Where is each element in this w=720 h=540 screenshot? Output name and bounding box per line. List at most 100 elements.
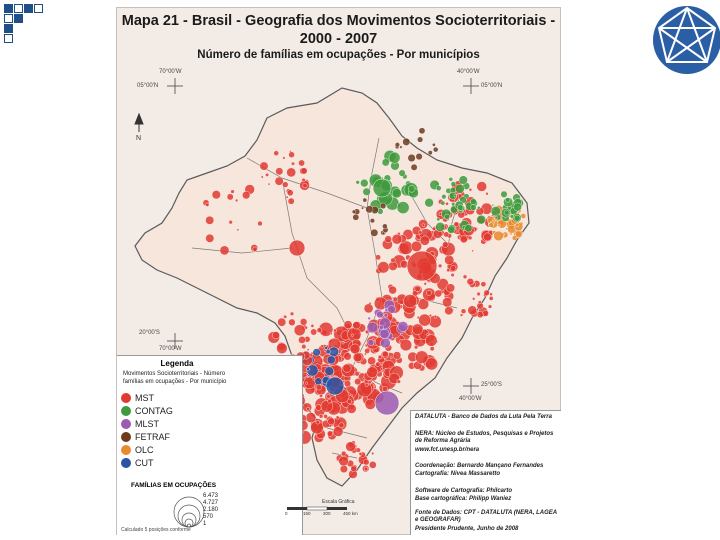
occupation-circle-mst [418, 230, 423, 235]
occupation-circle-fetraf [407, 153, 416, 162]
occupation-circle-mst [367, 380, 372, 385]
occupation-circle-mst [392, 351, 402, 360]
legend-label: CONTAG [135, 406, 173, 416]
occupation-circle-fetraf [351, 209, 357, 214]
families-title: FAMÍLIAS EM OCUPAÇÕES [131, 482, 217, 489]
occupation-circle-fetraf [433, 146, 439, 153]
occupation-circle-contag [381, 158, 390, 167]
occupation-circle-contag [509, 214, 515, 219]
occupation-circle-mst [377, 261, 390, 274]
coord-label: 70°00'W [159, 346, 182, 352]
legend-swatch [121, 393, 131, 403]
occupation-circle-mst [242, 191, 251, 200]
occupation-circle-mst [428, 314, 433, 318]
occupation-circle-mlst [397, 321, 409, 332]
occupation-circle-mst [425, 357, 438, 371]
occupation-circle-mst [467, 235, 473, 241]
occupation-circle-contag [458, 175, 468, 185]
occupation-circle-mst [259, 161, 269, 171]
occupation-circle-mlst [379, 328, 390, 339]
occupation-circle-mst [285, 195, 289, 199]
credit-nera: NERA: Núcleo de Estudos, Pesquisas e Pro… [415, 431, 559, 446]
coord-label: 70°00'W [159, 69, 182, 75]
occupation-circle-mst [333, 328, 337, 333]
occupation-circle-mst [390, 356, 393, 359]
occupation-circle-mst [446, 283, 456, 293]
occupation-circle-mst [354, 378, 362, 386]
occupation-circle-mst [434, 289, 443, 298]
coord-label: 40°00'W [459, 396, 482, 402]
credit-coordination-text: Coordenação: Bernardo Mançano Fernandes [415, 463, 544, 469]
occupation-circle-mst [467, 305, 478, 316]
occupation-circle-contag [450, 181, 457, 187]
family-size-label: 570 [203, 514, 214, 520]
family-size-label: 4.727 [203, 500, 219, 506]
occupation-circle-mlst [367, 316, 371, 320]
credit-dataluta-text: DATALUTA - Banco de Dados da Luta Pela T… [415, 414, 552, 420]
occupation-circle-mst [289, 311, 295, 316]
occupation-circle-mst [415, 350, 429, 364]
occupation-circle-contag [362, 187, 371, 196]
occupation-circle-mst [476, 291, 481, 297]
occupation-circle-mst [414, 285, 421, 292]
occupation-circle-cut [325, 349, 331, 354]
occupation-circle-mst [286, 167, 296, 178]
occupation-circle-mst [414, 345, 419, 350]
occupation-circle-mst [329, 332, 333, 335]
graticule-crosshairs [167, 78, 479, 394]
occupation-circle-mst [257, 220, 263, 227]
occupation-circle-mst [382, 350, 389, 358]
occupation-circle-mst [399, 338, 413, 352]
occupation-circle-mst [433, 315, 438, 319]
coord-label: 05°00'N [481, 83, 503, 89]
occupation-circle-mst [446, 268, 451, 273]
occupation-circle-contag [513, 202, 522, 212]
occupation-circle-mst [483, 289, 490, 296]
occupation-circle-contag [455, 183, 465, 194]
occupation-circle-mst [462, 274, 468, 279]
occupation-circle-mst [319, 393, 323, 398]
occupation-circle-mlst [387, 305, 396, 314]
occupation-circle-mst [346, 398, 353, 405]
occupation-circle-mst [453, 221, 459, 227]
occupation-circle-mst [236, 228, 240, 232]
occupation-circle-fetraf [399, 145, 403, 149]
credit-url: www.fct.unesp.br/nera [415, 447, 559, 454]
occupation-circle-contag [355, 180, 360, 185]
occupation-circle-mst [327, 417, 335, 426]
credit-software-text: Software de Cartografia: Philcarto [415, 488, 513, 494]
occupation-circle-mst [205, 215, 215, 225]
occupation-circle-cut [306, 367, 310, 371]
occupation-circle-mst [272, 331, 280, 340]
occupation-circle-mst [460, 308, 467, 314]
occupation-circle-contag [470, 204, 477, 211]
occupation-circle-mst [323, 414, 328, 419]
occupation-circle-contag [396, 201, 410, 214]
occupation-circle-mst [305, 412, 317, 423]
occupation-circle-mst [426, 290, 432, 296]
occupation-circle-mst [304, 381, 308, 385]
occupation-circle-mst [450, 273, 455, 278]
occupation-circle-mst [366, 366, 378, 378]
occupation-circle-mst [302, 183, 308, 189]
occupation-circle-fetraf [432, 142, 436, 147]
occupation-circle-mst [226, 193, 234, 201]
occupation-circle-mlst [366, 321, 379, 334]
occupation-circle-mst [476, 181, 487, 192]
occupation-circle-contag [441, 194, 447, 200]
map-title: Mapa 21 - Brasil - Geografia dos Movimen… [121, 13, 556, 47]
occupation-circle-mst [375, 361, 381, 367]
occupation-circle-mst [275, 167, 284, 176]
legend-label: OLC [135, 445, 154, 455]
coord-label: 20°00'S [139, 330, 160, 336]
occupation-circle-fetraf [415, 153, 423, 161]
occupation-circle-mst [354, 371, 360, 377]
occupation-circle-mst [410, 240, 422, 252]
occupation-circle-mst [363, 303, 374, 314]
occupation-circle-mst [327, 398, 332, 404]
occupation-circle-mst [299, 318, 308, 326]
occupation-circle-mst [332, 426, 344, 437]
occupation-circle-mst [396, 379, 401, 384]
credit-base-text: Base cartográfica: Philipp Waniez [415, 496, 512, 502]
occupation-circle-mst [362, 458, 370, 466]
